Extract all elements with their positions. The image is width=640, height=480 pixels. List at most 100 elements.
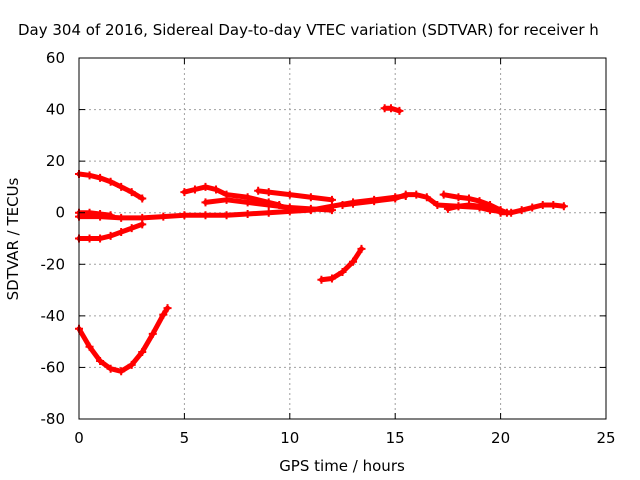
data-point	[96, 210, 105, 219]
data-point	[454, 193, 463, 202]
y-tick-label: -80	[41, 410, 66, 428]
data-point	[401, 190, 410, 199]
series-arc-c	[75, 304, 172, 376]
data-point	[138, 194, 147, 203]
data-point	[254, 186, 263, 195]
x-tick-label: 25	[596, 429, 615, 447]
data-point	[285, 190, 294, 199]
data-point	[127, 224, 136, 233]
data-point	[538, 200, 547, 209]
data-point	[96, 234, 105, 243]
data-point	[285, 203, 294, 212]
data-point	[517, 206, 526, 215]
data-point	[117, 228, 126, 237]
data-point	[443, 204, 452, 213]
data-point	[439, 190, 448, 199]
data-point	[201, 198, 210, 207]
data-point	[85, 234, 94, 243]
data-point	[549, 200, 558, 209]
series-arc-i	[317, 244, 366, 284]
y-axis-label: SDTVAR / TECUs	[4, 177, 22, 300]
series-arc-f	[180, 182, 284, 209]
data-point	[201, 182, 210, 191]
x-axis-label: GPS time / hours	[279, 457, 405, 475]
chart-title: Day 304 of 2016, Sidereal Day-to-day VTE…	[18, 21, 599, 39]
axis-ticks: 0 5 10 15 20 25 -80 -60 -40 -20 0 20 40 60	[41, 49, 616, 447]
data-point	[349, 199, 358, 208]
data-point	[85, 342, 94, 351]
data-point	[243, 210, 252, 219]
data-point	[370, 197, 379, 206]
data-point	[222, 211, 231, 220]
data-point	[127, 360, 136, 369]
data-point	[264, 200, 273, 209]
data-point	[138, 213, 147, 222]
x-tick-label: 10	[280, 429, 299, 447]
data-point	[106, 211, 115, 220]
series-arc-h	[254, 186, 336, 204]
data-point	[464, 200, 473, 209]
data-point	[422, 193, 431, 202]
data-point	[117, 367, 126, 376]
data-point	[106, 364, 115, 373]
data-point	[96, 173, 105, 182]
data-point	[306, 193, 315, 202]
data-point	[317, 275, 326, 284]
data-point	[559, 202, 568, 211]
y-tick-label: 0	[55, 204, 65, 222]
data-point	[159, 212, 168, 221]
data-series	[75, 104, 568, 376]
data-point	[395, 106, 404, 115]
data-point	[106, 231, 115, 240]
series-arc-n	[496, 200, 568, 217]
data-point	[180, 211, 189, 220]
data-point	[327, 274, 336, 283]
data-point	[243, 198, 252, 207]
data-point	[528, 203, 537, 212]
data-point	[338, 200, 347, 209]
x-tick-label: 20	[491, 429, 510, 447]
data-point	[454, 202, 463, 211]
data-point	[264, 208, 273, 217]
data-point	[117, 182, 126, 191]
data-point	[264, 188, 273, 197]
data-point	[486, 204, 495, 213]
y-tick-label: -60	[41, 358, 66, 376]
data-point	[159, 310, 168, 319]
data-point	[163, 304, 172, 313]
data-point	[306, 204, 315, 213]
series-arc-g	[201, 195, 336, 215]
data-point	[148, 329, 157, 338]
data-point	[85, 208, 94, 217]
data-point	[496, 208, 505, 217]
series-arc-a	[75, 170, 147, 203]
data-point	[212, 185, 221, 194]
x-tick-label: 15	[386, 429, 405, 447]
data-point	[338, 268, 347, 277]
y-tick-label: 60	[46, 49, 65, 67]
y-tick-label: 40	[46, 101, 65, 119]
data-point	[475, 202, 484, 211]
data-point	[117, 213, 126, 222]
data-point	[327, 195, 336, 204]
y-tick-label: 20	[46, 152, 65, 170]
data-point	[386, 104, 395, 113]
data-point	[138, 347, 147, 356]
y-tick-label: -20	[41, 255, 66, 273]
data-point	[106, 177, 115, 186]
data-point	[357, 244, 366, 253]
x-tick-label: 5	[180, 429, 190, 447]
data-point	[222, 195, 231, 204]
x-tick-label: 0	[74, 429, 84, 447]
data-point	[433, 200, 442, 209]
series-line	[76, 305, 171, 374]
data-point	[507, 208, 516, 217]
data-point	[85, 171, 94, 180]
data-point	[96, 356, 105, 365]
data-point	[180, 188, 189, 197]
data-point	[201, 211, 210, 220]
data-point	[190, 185, 199, 194]
plot-frame	[78, 57, 607, 420]
grid	[79, 58, 606, 419]
